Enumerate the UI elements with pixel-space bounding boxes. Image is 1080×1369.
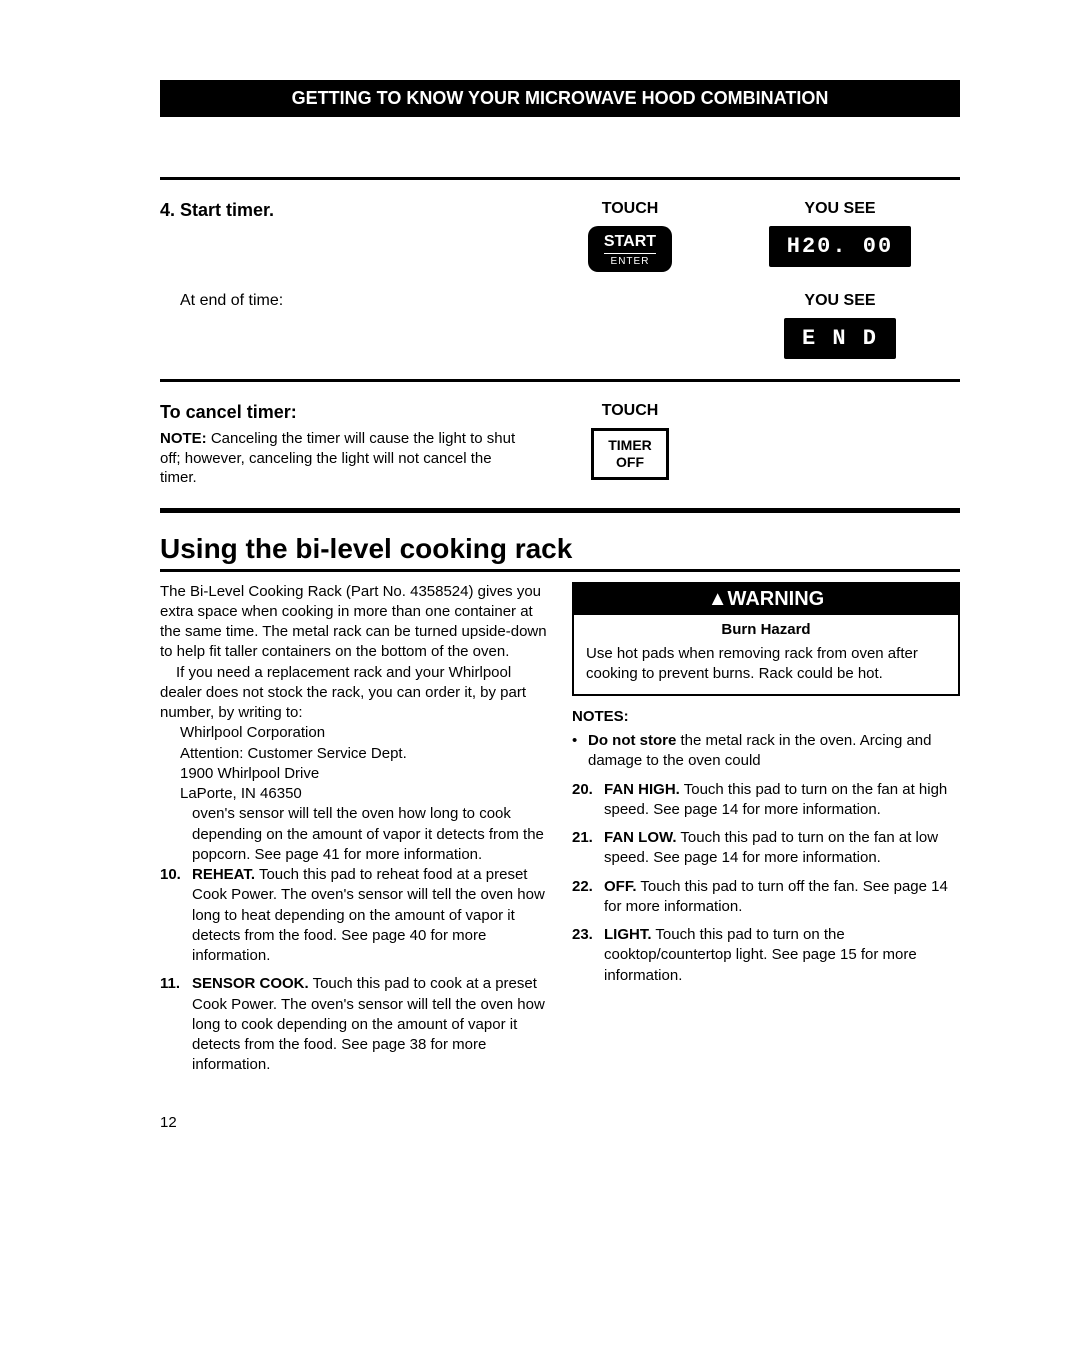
rule [160,177,960,180]
item-bold: LIGHT. [604,926,652,943]
fragment-text: oven's sensor will tell the oven how lon… [192,804,548,865]
addr3: 1900 Whirlpool Drive [180,764,548,784]
note-bullet-1: • Do not store the metal rack in the ove… [572,731,960,772]
warning-title: Burn Hazard [574,615,958,640]
item-number: 11. [160,974,192,1075]
bullet-icon: • [572,731,588,772]
yousee-label: YOU SEE [720,200,960,218]
item-number: 22. [572,877,604,918]
yousee-label-2: YOU SEE [720,292,960,310]
bilevel-heading: Using the bi-level cooking rack [160,533,960,572]
start-button[interactable]: START ENTER [588,226,672,272]
touch-label-2: TOUCH [540,402,720,420]
cancel-note: NOTE: Canceling the timer will cause the… [160,429,520,488]
note-bold: Do not store [588,732,676,749]
warning-header: ▲WARNING [574,584,958,615]
warning-body: Use hot pads when removing rack from ove… [574,640,958,695]
step-title: 4. Start timer. [160,200,540,221]
cancel-note-text: Canceling the timer will cause the light… [160,430,515,486]
timer-off-button[interactable]: TIMER OFF [591,428,669,480]
item-text: Touch this pad to turn on the cooktop/co… [604,926,917,984]
two-column-body: The Bi-Level Cooking Rack (Part No. 4358… [160,582,960,1084]
page-number: 12 [160,1114,960,1131]
notes-heading: NOTES: [572,708,960,725]
timer-off-line1: TIMER [608,437,652,454]
timer-off-line2: OFF [608,454,652,471]
item-bold: FAN HIGH. [604,781,680,798]
right-column: ▲WARNING Burn Hazard Use hot pads when r… [572,582,960,1084]
lcd-display-2: E N D [784,318,896,359]
warning-box: ▲WARNING Burn Hazard Use hot pads when r… [572,582,960,697]
item-bold: REHEAT. [192,866,255,883]
lcd-display-1: H20. 00 [769,226,911,267]
para2: If you need a replacement rack and your … [160,663,548,724]
item-number: 23. [572,925,604,986]
start-button-subtext: ENTER [604,256,656,268]
touch-label: TOUCH [540,200,720,218]
item-number: 21. [572,828,604,869]
item-bold: OFF. [604,878,637,895]
end-of-time-text: At end of time: [180,292,540,310]
start-button-text: START [604,232,656,251]
rule-thick [160,508,960,513]
item-number: 10. [160,865,192,966]
addr2: Attention: Customer Service Dept. [180,744,548,764]
item-number: 20. [572,780,604,821]
list-item-11: 11. SENSOR COOK. Touch this pad to cook … [160,974,548,1075]
note-20: 20. FAN HIGH. Touch this pad to turn on … [572,780,960,821]
item-text: Touch this pad to turn off the fan. See … [604,878,948,915]
para1: The Bi-Level Cooking Rack (Part No. 4358… [160,582,548,663]
item-bold: FAN LOW. [604,829,677,846]
end-of-time-row: At end of time: YOU SEE E N D [160,292,960,359]
note-23: 23. LIGHT. Touch this pad to turn on the… [572,925,960,986]
note-22: 22. OFF. Touch this pad to turn off the … [572,877,960,918]
item-bold: SENSOR COOK. [192,975,309,992]
note-prefix: NOTE: [160,430,207,447]
rule [160,379,960,382]
addr1: Whirlpool Corporation [180,723,548,743]
section-header: GETTING TO KNOW YOUR MICROWAVE HOOD COMB… [160,80,960,117]
left-column: The Bi-Level Cooking Rack (Part No. 4358… [160,582,548,1084]
start-timer-row: 4. Start timer. TOUCH START ENTER YOU SE… [160,200,960,272]
cancel-title: To cancel timer: [160,402,540,423]
list-item-10: 10. REHEAT. Touch this pad to reheat foo… [160,865,548,966]
note-21: 21. FAN LOW. Touch this pad to turn on t… [572,828,960,869]
cancel-timer-row: To cancel timer: NOTE: Canceling the tim… [160,402,960,488]
addr4: LaPorte, IN 46350 [180,784,548,804]
